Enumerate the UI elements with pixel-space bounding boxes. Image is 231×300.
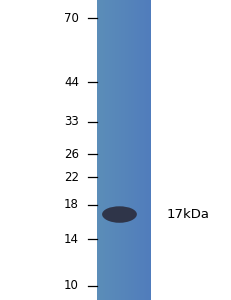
Bar [97, 0, 98, 300]
Bar [141, 0, 142, 300]
Text: 44: 44 [64, 76, 79, 88]
Bar [119, 0, 120, 300]
Bar [132, 0, 133, 300]
Bar [110, 0, 111, 300]
Text: 26: 26 [64, 148, 79, 161]
Bar [101, 0, 102, 300]
Bar [147, 0, 148, 300]
Bar [100, 0, 101, 300]
Bar [139, 0, 140, 300]
Text: 70: 70 [64, 12, 79, 25]
Bar [98, 0, 99, 300]
Bar [130, 0, 131, 300]
Bar [129, 0, 130, 300]
Bar [128, 0, 129, 300]
Bar [115, 0, 116, 300]
Bar [143, 0, 144, 300]
Bar [149, 0, 150, 300]
Bar [112, 0, 113, 300]
Bar [125, 0, 126, 300]
Bar [124, 0, 125, 300]
Bar [109, 0, 110, 300]
Bar [99, 0, 100, 300]
Text: 17kDa: 17kDa [166, 208, 209, 221]
Bar [126, 0, 127, 300]
Bar [123, 0, 124, 300]
Bar [140, 0, 141, 300]
Text: 14: 14 [64, 233, 79, 246]
Bar [108, 0, 109, 300]
Bar [137, 0, 138, 300]
Bar [145, 0, 146, 300]
Bar [106, 0, 107, 300]
Bar [121, 0, 122, 300]
Bar [117, 0, 118, 300]
Bar [135, 0, 136, 300]
Text: 22: 22 [64, 171, 79, 184]
Ellipse shape [102, 206, 136, 223]
Bar [142, 0, 143, 300]
Bar [105, 0, 106, 300]
Bar [136, 0, 137, 300]
Bar [107, 0, 108, 300]
Bar [122, 0, 123, 300]
Bar [102, 0, 103, 300]
Bar [113, 0, 114, 300]
Text: 33: 33 [64, 115, 79, 128]
Bar [134, 0, 135, 300]
Bar [114, 0, 115, 300]
Bar [138, 0, 139, 300]
Bar [103, 0, 104, 300]
Bar [146, 0, 147, 300]
Bar [116, 0, 117, 300]
Bar [118, 0, 119, 300]
Bar [104, 0, 105, 300]
Bar [131, 0, 132, 300]
Bar [127, 0, 128, 300]
Bar [148, 0, 149, 300]
Bar [120, 0, 121, 300]
Bar [133, 0, 134, 300]
Bar [144, 0, 145, 300]
Bar [111, 0, 112, 300]
Text: 10: 10 [64, 279, 79, 292]
Text: 18: 18 [64, 198, 79, 211]
